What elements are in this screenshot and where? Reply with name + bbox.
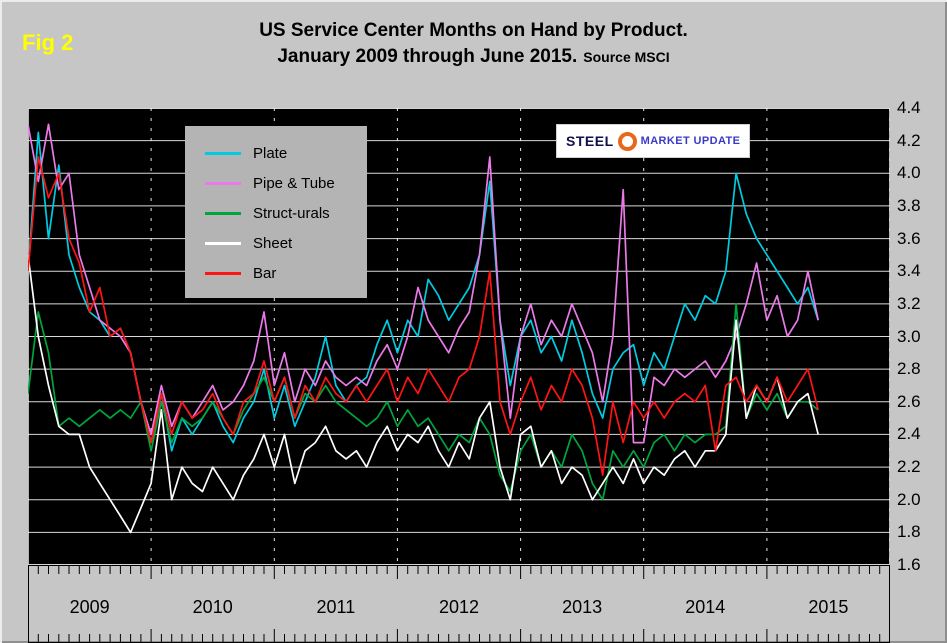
figure-label: Fig 2 xyxy=(22,30,74,55)
logo-text-steel: STEEL xyxy=(566,133,614,149)
legend-swatch-plate xyxy=(205,151,241,155)
legend: Plate Pipe & Tube Struct-urals Sheet Bar xyxy=(185,126,367,298)
x-axis-year-label: 2011 xyxy=(317,597,356,617)
plot-border xyxy=(28,108,890,565)
series-pipe-tube xyxy=(28,123,820,444)
y-axis-tick-label: 2.2 xyxy=(897,457,921,477)
plot-area: Plate Pipe & Tube Struct-urals Sheet Bar STE… xyxy=(28,108,890,565)
y-axis-tick-label: 2.4 xyxy=(897,424,921,444)
legend-label-plate: Plate xyxy=(253,144,288,162)
y-axis-tick-label: 3.0 xyxy=(897,326,921,346)
legend-label-bar: Bar xyxy=(253,264,277,282)
chart-title-line-1: US Service Center Months on Hand by Prod… xyxy=(259,20,688,41)
logo-text-market-update: MARKET UPDATE xyxy=(640,135,741,147)
y-axis-tick-label: 4.0 xyxy=(897,163,921,183)
series-sheet xyxy=(28,254,820,534)
y-axis-tick-label: 2.6 xyxy=(897,391,921,411)
y-axis-tick-label: 3.2 xyxy=(897,293,921,313)
legend-item-pipe-tube: Pipe & Tube xyxy=(205,168,367,198)
plot-canvas xyxy=(28,108,890,565)
legend-label-struct-urals: Struct-urals xyxy=(253,204,330,222)
x-axis-year-label: 2012 xyxy=(439,597,479,617)
legend-swatch-struct-urals xyxy=(205,211,241,215)
series-bar xyxy=(28,156,820,477)
legend-swatch-bar xyxy=(205,271,241,275)
y-axis-tick-label: 1.8 xyxy=(897,522,921,542)
x-axis-year-label: 2015 xyxy=(808,597,848,617)
y-axis-tick-label: 2.8 xyxy=(897,359,921,379)
y-axis-labels: 4.4 4.2 4.0 3.8 3.6 3.4 3.2 3.0 2.8 2.6 2.4 2.2 2.0 1… xyxy=(897,98,945,574)
logo-ring-icon xyxy=(617,131,637,151)
chart-title-date-range: January 2009 through June 2015. xyxy=(277,46,578,67)
x-axis-year-label: 2009 xyxy=(70,597,110,617)
y-axis-tick-label: 3.8 xyxy=(897,195,921,215)
y-axis-tick-label: 4.4 xyxy=(897,98,921,117)
y-axis-tick-label: 3.4 xyxy=(897,261,921,281)
legend-swatch-sheet xyxy=(205,241,241,245)
x-axis-year-label: 2014 xyxy=(685,597,725,617)
y-axis-tick-label: 1.6 xyxy=(897,555,921,574)
x-axis: 2009 2010 2011 2012 2013 2014 2015 xyxy=(28,565,890,643)
legend-item-plate: Plate xyxy=(205,138,367,168)
legend-item-sheet: Sheet xyxy=(205,228,367,258)
x-axis-year-label: 2013 xyxy=(562,597,602,617)
y-axis-tick-label: 4.2 xyxy=(897,130,921,150)
chart-title-block: US Service Center Months on Hand by Prod… xyxy=(0,18,947,70)
series-plate xyxy=(28,131,820,452)
smu-logo: STEEL MARKET UPDATE xyxy=(556,124,751,158)
legend-item-bar: Bar xyxy=(205,258,367,288)
y-axis-tick-label: 3.6 xyxy=(897,228,921,248)
legend-item-struct-urals: Struct-urals xyxy=(205,198,367,228)
chart-title-source: Source MSCI xyxy=(583,49,670,65)
x-axis-year-label: 2010 xyxy=(193,597,233,617)
series-struct-urals xyxy=(28,303,819,501)
legend-label-pipe-tube: Pipe & Tube xyxy=(253,174,335,192)
chart-title-line-2: January 2009 through June 2015. Source MS… xyxy=(0,44,947,70)
legend-label-sheet: Sheet xyxy=(253,234,293,252)
legend-swatch-pipe-tube xyxy=(205,181,241,185)
y-axis-tick-label: 2.0 xyxy=(897,489,921,509)
